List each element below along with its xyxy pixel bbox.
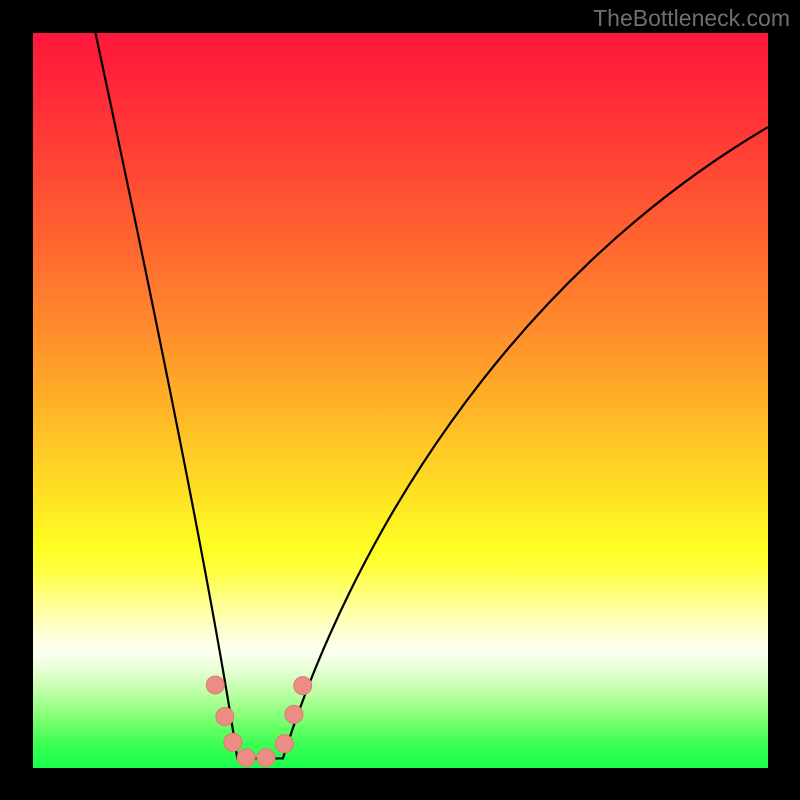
watermark-text: TheBottleneck.com	[593, 5, 790, 32]
chart-frame: TheBottleneck.com	[0, 0, 800, 800]
curve-marker	[285, 705, 303, 723]
curve-marker	[294, 677, 312, 695]
curve-marker	[206, 676, 224, 694]
curve-marker	[224, 733, 242, 751]
chart-svg	[0, 0, 800, 800]
plot-background	[33, 33, 768, 768]
curve-marker	[275, 735, 293, 753]
curve-marker	[237, 749, 255, 767]
marker-group	[206, 676, 311, 767]
curve-marker	[257, 749, 275, 767]
curve-marker	[216, 708, 234, 726]
bottleneck-curve	[95, 33, 768, 758]
